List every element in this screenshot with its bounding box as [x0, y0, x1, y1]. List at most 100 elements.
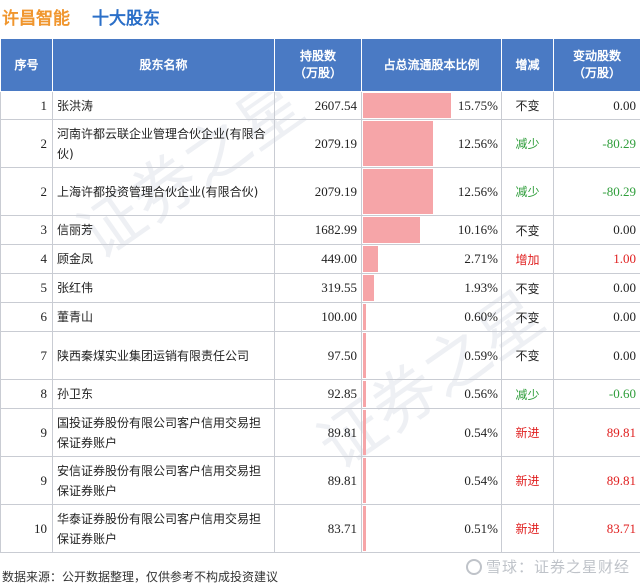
title-bar: 许昌智能 十大股东 [0, 0, 640, 34]
ratio-cell: 12.56% [361, 167, 502, 216]
ratio-bar [363, 333, 367, 378]
table-row: 5 张红伟 319.55 1.93% 不变 0.00 [0, 273, 640, 303]
ratio-label: 1.93% [464, 280, 498, 295]
ratio-bar [363, 410, 367, 455]
table-row: 6 董青山 100.00 0.60% 不变 0.00 [0, 302, 640, 332]
ratio-label: 0.59% [464, 347, 498, 363]
shareholder-name: 安信证券股份有限公司客户信用交易担保证券账户 [52, 456, 275, 505]
delta-value: 0.00 [553, 302, 640, 332]
ratio-bar [363, 93, 451, 118]
delta-value: 1.00 [553, 244, 640, 274]
col-header-rank: 序号 [0, 38, 53, 92]
ratio-cell: 0.51% [361, 504, 502, 553]
delta-value: -80.29 [553, 167, 640, 216]
rank-cell: 4 [0, 244, 53, 274]
shareholder-table: 序号 股东名称 持股数 （万股） 占总流通股本比例 增减 变动股数 （万股） 1 张洪… [0, 38, 640, 553]
col-header-name: 股东名称 [52, 38, 275, 92]
table-row: 10 华泰证券股份有限公司客户信用交易担保证券账户 83.71 0.51% 新进 83.7… [0, 504, 640, 553]
table-row: 9 国投证券股份有限公司客户信用交易担保证券账户 89.81 0.54% 新进 89.81 [0, 408, 640, 457]
holding-value: 97.50 [274, 331, 362, 380]
company-name: 许昌智能 [2, 9, 70, 29]
ratio-label: 0.54% [464, 472, 498, 488]
shareholder-name: 河南许都云联企业管理合伙企业(有限合伙) [52, 119, 275, 168]
watermark: 雪球：证券之星财经 [465, 556, 630, 577]
table-row: 8 孙卫东 92.85 0.56% 减少 -0.60 [0, 379, 640, 409]
rank-cell: 1 [0, 91, 53, 120]
shareholder-name: 孙卫东 [52, 379, 275, 409]
ratio-bar [363, 506, 366, 551]
table-header-row: 序号 股东名称 持股数 （万股） 占总流通股本比例 增减 变动股数 （万股） [0, 38, 640, 92]
change-status: 不变 [501, 215, 554, 245]
ratio-bar [363, 169, 434, 214]
shareholder-name: 信丽芳 [52, 215, 275, 245]
ratio-bar [363, 121, 434, 166]
delta-value: 0.00 [553, 331, 640, 380]
table-row: 9 安信证券股份有限公司客户信用交易担保证券账户 89.81 0.54% 新进 89.81 [0, 456, 640, 505]
ratio-bar [363, 217, 420, 243]
change-status: 新进 [501, 504, 554, 553]
change-status: 不变 [501, 302, 554, 332]
table-row: 2 河南许都云联企业管理合伙企业(有限合伙) 2079.19 12.56% 减少 -80.… [0, 119, 640, 168]
page-title: 十大股东 [92, 9, 160, 29]
shareholder-name: 陕西秦煤实业集团运销有限责任公司 [52, 331, 275, 380]
ratio-cell: 2.71% [361, 244, 502, 274]
change-status: 新进 [501, 456, 554, 505]
rank-cell: 7 [0, 331, 53, 380]
delta-value: 89.81 [553, 456, 640, 505]
ratio-label: 15.75% [457, 97, 498, 113]
holding-value: 2607.54 [274, 91, 362, 120]
shareholder-name: 上海许都投资管理合伙企业(有限合伙) [52, 167, 275, 216]
data-source-note: 数据来源：公开数据整理，仅供参考不构成投资建议 [2, 570, 279, 584]
rank-cell: 6 [0, 302, 53, 332]
ratio-cell: 0.60% [361, 302, 502, 332]
rank-cell: 2 [0, 119, 53, 168]
change-status: 减少 [501, 379, 554, 409]
ratio-label: 12.56% [457, 183, 498, 199]
ratio-label: 10.16% [457, 222, 498, 237]
delta-value: 89.81 [553, 408, 640, 457]
holding-value: 89.81 [274, 408, 362, 457]
ratio-label: 0.54% [464, 424, 498, 440]
shareholder-name: 华泰证券股份有限公司客户信用交易担保证券账户 [52, 504, 275, 553]
shareholder-name: 董青山 [52, 302, 275, 332]
table-row: 3 信丽芳 1682.99 10.16% 不变 0.00 [0, 215, 640, 245]
holding-value: 100.00 [274, 302, 362, 332]
ratio-cell: 0.56% [361, 379, 502, 409]
table-row: 1 张洪涛 2607.54 15.75% 不变 0.00 [0, 91, 640, 120]
col-header-holding: 持股数 （万股） [274, 38, 362, 92]
shareholder-name: 张洪涛 [52, 91, 275, 120]
delta-value: 0.00 [553, 215, 640, 245]
ratio-cell: 12.56% [361, 119, 502, 168]
col-header-delta: 变动股数 （万股） [553, 38, 640, 92]
rank-cell: 9 [0, 456, 53, 505]
change-status: 不变 [501, 273, 554, 303]
ratio-cell: 0.54% [361, 408, 502, 457]
rank-cell: 5 [0, 273, 53, 303]
holding-value: 89.81 [274, 456, 362, 505]
ratio-cell: 0.54% [361, 456, 502, 505]
snowball-icon [465, 559, 482, 575]
col-header-ratio: 占总流通股本比例 [361, 38, 502, 92]
delta-value: 0.00 [553, 273, 640, 303]
shareholder-name: 顾金凤 [52, 244, 275, 274]
ratio-label: 2.71% [464, 251, 498, 266]
change-status: 增加 [501, 244, 554, 274]
change-status: 新进 [501, 408, 554, 457]
table-row: 2 上海许都投资管理合伙企业(有限合伙) 2079.19 12.56% 减少 -80.29 [0, 167, 640, 216]
ratio-cell: 1.93% [361, 273, 502, 303]
ratio-bar [363, 458, 367, 503]
ratio-bar [363, 275, 374, 301]
ratio-label: 0.56% [464, 386, 498, 401]
ratio-label: 0.60% [464, 309, 498, 324]
rank-cell: 8 [0, 379, 53, 409]
table-row: 4 顾金凤 449.00 2.71% 增加 1.00 [0, 244, 640, 274]
rank-cell: 2 [0, 167, 53, 216]
watermark-text: 雪球：证券之星财经 [485, 558, 630, 576]
holding-value: 1682.99 [274, 215, 362, 245]
holding-value: 92.85 [274, 379, 362, 409]
ratio-label: 12.56% [457, 135, 498, 151]
ratio-bar [363, 304, 367, 330]
shareholder-name: 国投证券股份有限公司客户信用交易担保证券账户 [52, 408, 275, 457]
rank-cell: 10 [0, 504, 53, 553]
rank-cell: 9 [0, 408, 53, 457]
